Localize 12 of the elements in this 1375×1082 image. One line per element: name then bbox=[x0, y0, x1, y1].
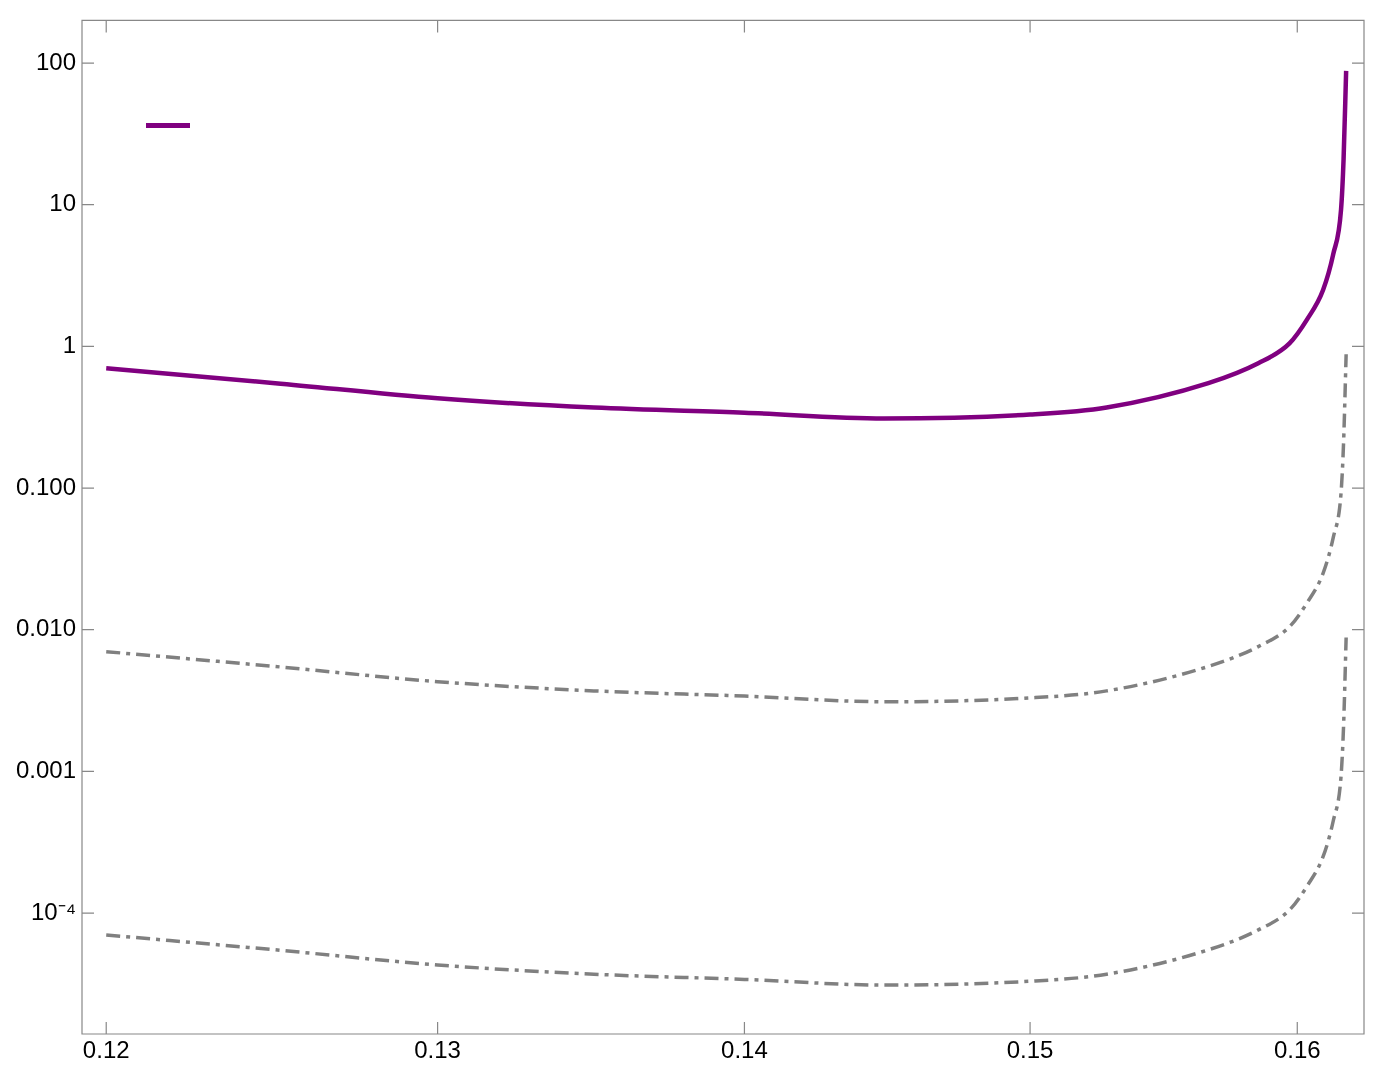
y-tick-label: 100 bbox=[35, 47, 76, 75]
x-tick-label: 0.13 bbox=[414, 1036, 461, 1064]
y-tick-label: 0.001 bbox=[15, 756, 76, 783]
x-tick-label: 0.14 bbox=[721, 1036, 768, 1064]
y-tick-label: 0.100 bbox=[15, 472, 76, 500]
y-tick-label: 10⁻⁴ bbox=[30, 897, 76, 925]
x-tick-label: 0.16 bbox=[1273, 1036, 1321, 1064]
x-tick-label: 0.15 bbox=[1006, 1036, 1054, 1064]
y-tick-label: 10 bbox=[49, 189, 76, 217]
y-tick-label: 1 bbox=[62, 331, 76, 358]
x-tick-label: 0.12 bbox=[82, 1036, 130, 1064]
y-tick-label: 0.010 bbox=[15, 614, 76, 642]
